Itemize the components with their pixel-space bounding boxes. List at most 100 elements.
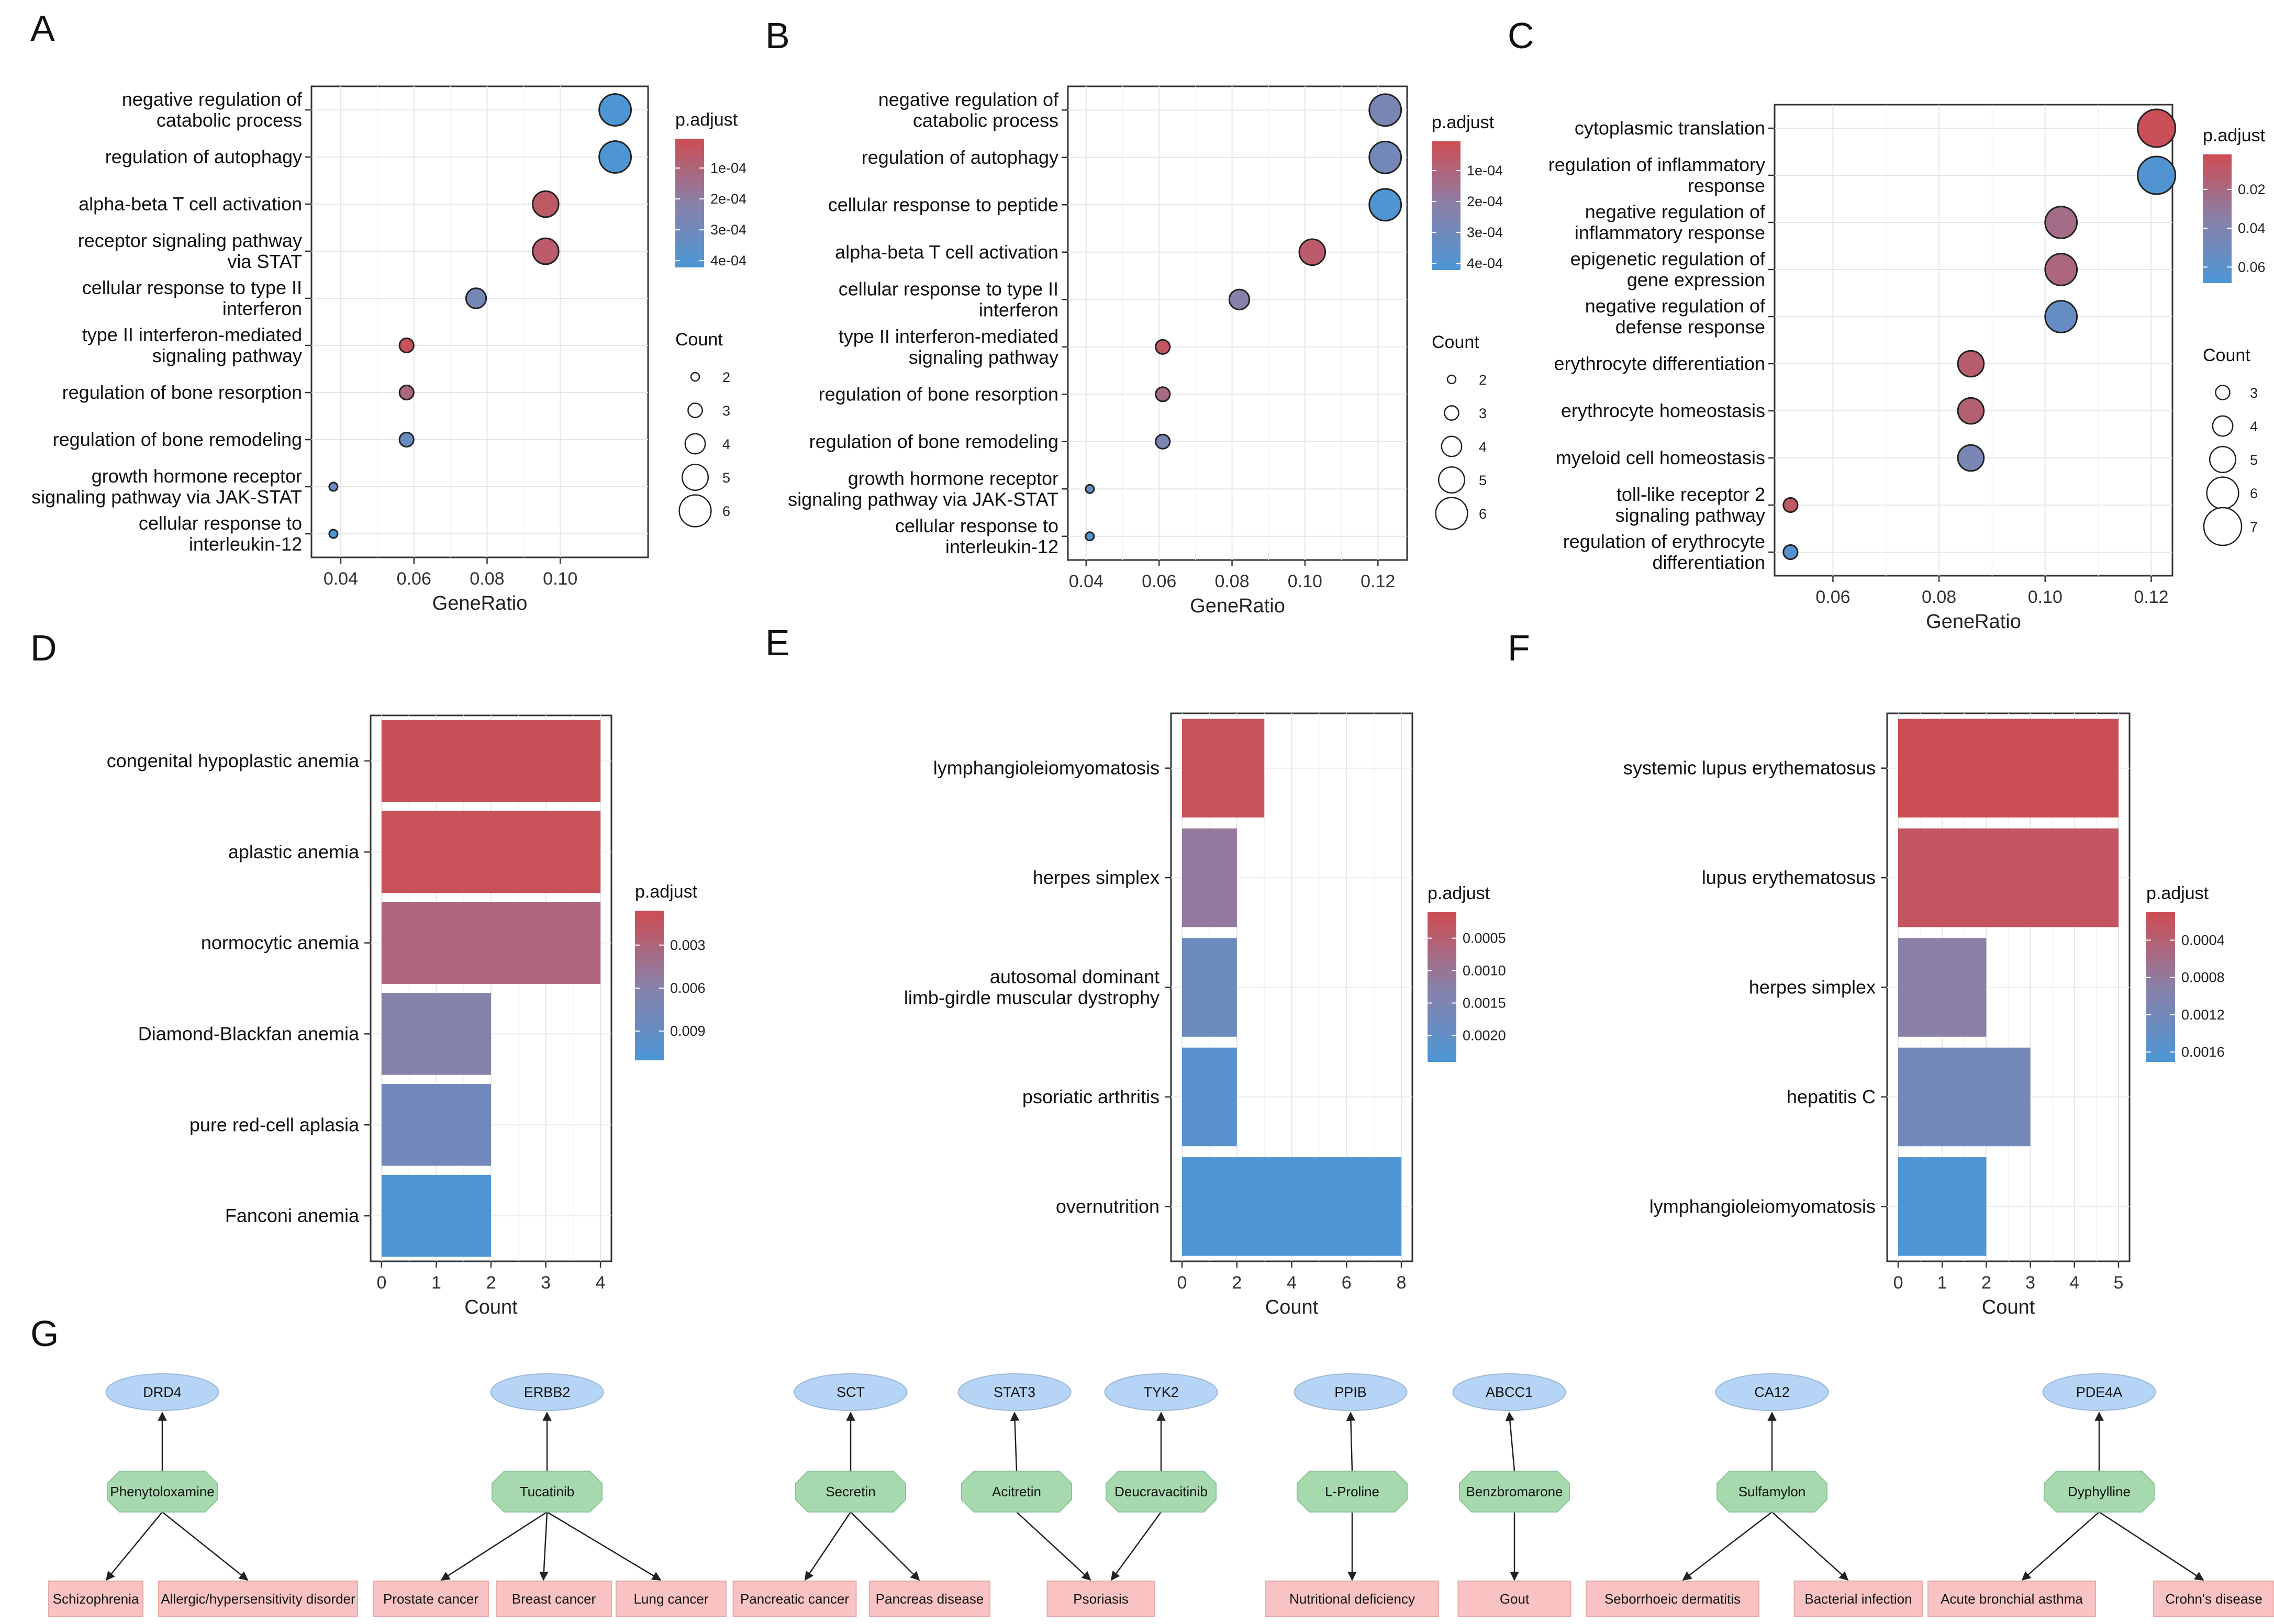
network-panel-g: DRD4 Phenytoloxamine Schizophrenia Allergic… <box>48 1373 2274 1617</box>
x-tick-label: 0.08 <box>470 569 504 589</box>
category-label: pure red-cell aplasia <box>190 1114 360 1135</box>
size-legend-label: 6 <box>1479 506 1487 522</box>
colorbar-segment <box>2203 231 2232 236</box>
bar <box>1182 1047 1237 1147</box>
colorbar-title: p.adjust <box>635 882 698 902</box>
x-tick-label: 1 <box>431 1273 441 1293</box>
colorbar-segment <box>675 231 704 236</box>
colorbar-segment <box>675 186 704 191</box>
colorbar-segment <box>675 154 704 159</box>
plot-area <box>1774 104 2173 577</box>
data-point <box>1782 497 1799 513</box>
colorbar-segment <box>2203 193 2232 197</box>
colorbar-segment <box>2203 276 2232 280</box>
size-legend-circle <box>2206 476 2239 510</box>
bar <box>381 1084 491 1166</box>
term-label-line: defense response <box>1615 316 1765 338</box>
colorbar-segment <box>635 1052 664 1057</box>
x-tick-label: 0.12 <box>1361 572 1395 591</box>
x-tick-label: 6 <box>1342 1273 1352 1293</box>
drug-node <box>1106 1471 1217 1513</box>
colorbar-segment <box>1432 148 1461 152</box>
bar <box>1182 1157 1402 1256</box>
size-legend-circle <box>690 372 700 382</box>
colorbar-segment <box>675 260 704 264</box>
x-tick-label: 0.06 <box>397 569 431 589</box>
data-point <box>2137 108 2177 148</box>
size-legend-circle <box>681 463 709 491</box>
gene-node <box>957 1373 1072 1411</box>
term-label-line: receptor signaling pathway <box>78 230 302 251</box>
plot-area <box>1067 85 1408 561</box>
x-tick-label: 2 <box>486 1273 496 1293</box>
category-label: lymphangioleiomyomatosis <box>933 757 1160 779</box>
colorbar-segment <box>2203 209 2232 213</box>
colorbar-segment <box>1432 231 1461 235</box>
x-tick-label: 4 <box>2069 1273 2079 1293</box>
bar <box>1898 1047 2031 1147</box>
colorbar-segment <box>675 171 704 175</box>
data-point <box>1085 484 1095 494</box>
colorbar-segment <box>1428 946 1456 950</box>
edge-drug-disease <box>804 1511 852 1581</box>
gene-node-label: ERBB2 <box>524 1384 571 1400</box>
colorbar-segment <box>2203 260 2232 264</box>
data-point <box>2044 206 2078 239</box>
colorbar-tick-label: 0.0020 <box>1463 1027 1506 1043</box>
colorbar-segment <box>675 151 704 155</box>
disease-node-label: Pancreatic cancer <box>740 1591 849 1607</box>
edge-drug-disease <box>2099 1511 2204 1581</box>
colorbar-segment <box>2203 215 2232 219</box>
colorbar-segment <box>2203 212 2232 216</box>
data-point <box>598 140 632 174</box>
size-legend-circle <box>1437 466 1466 494</box>
x-tick-label: 4 <box>596 1273 606 1293</box>
disease-node-label: Allergic/hypersensitivity disorder <box>161 1591 355 1607</box>
chart-panel-f: 0 1 2 3 4 5 Count systemic lupus erythematosus l… <box>1623 712 2225 1318</box>
term-label: type II interferon-mediated signaling pat… <box>839 326 1058 368</box>
colorbar-segment <box>1432 144 1461 149</box>
colorbar-segment <box>635 925 664 930</box>
colorbar-segment <box>635 1041 664 1046</box>
term-label-line: growth hormone receptor <box>848 467 1058 489</box>
edge-drug-disease <box>162 1511 249 1581</box>
bar <box>381 1174 491 1257</box>
colorbar-segment <box>2146 1054 2175 1058</box>
disease-node-label: Crohn's disease <box>2165 1591 2262 1607</box>
colorbar-segment <box>635 966 664 971</box>
colorbar-segment <box>2146 931 2175 935</box>
colorbar-segment <box>1428 927 1456 932</box>
term-label-line: growth hormone receptor <box>92 465 302 487</box>
edge-drug-disease <box>539 1511 549 1581</box>
term-label: erythrocyte differentiation <box>1554 353 1765 374</box>
edge-drug-gene <box>1505 1412 1515 1472</box>
size-legend-label: 2 <box>722 369 730 385</box>
colorbar-segment <box>2203 206 2232 210</box>
colorbar-segment <box>2146 998 2175 1002</box>
colorbar-segment <box>1428 942 1456 947</box>
term-label-line: cellular response to type II <box>839 278 1058 299</box>
colorbar-segment <box>635 1045 664 1049</box>
drug-node-label: L-Proline <box>1325 1484 1379 1499</box>
colorbar-segment <box>2146 1050 2175 1055</box>
colorbar-segment <box>635 911 664 915</box>
data-point <box>598 93 632 127</box>
colorbar-segment <box>2146 987 2175 991</box>
category-label-line: limb-girdle muscular dystrophy <box>904 987 1160 1009</box>
term-label: negative regulation of catabolic process <box>878 88 1059 131</box>
plot-area <box>310 85 649 558</box>
colorbar-segment <box>1432 228 1461 232</box>
gene-node-label: PPIB <box>1334 1384 1367 1400</box>
term-label-line: interleukin-12 <box>945 536 1058 557</box>
disease-node <box>616 1581 727 1617</box>
colorbar-segment <box>2203 218 2232 222</box>
x-tick-label: 0.08 <box>1214 572 1249 591</box>
size-legend-circle <box>1435 497 1468 530</box>
edge-drug-disease <box>1682 1511 1773 1581</box>
size-legend-circle <box>678 494 712 528</box>
colorbar-segment <box>635 936 664 941</box>
colorbar-segment <box>635 1022 664 1027</box>
colorbar-segment <box>1428 968 1456 972</box>
colorbar-title: p.adjust <box>675 110 738 130</box>
bar <box>1182 719 1265 817</box>
